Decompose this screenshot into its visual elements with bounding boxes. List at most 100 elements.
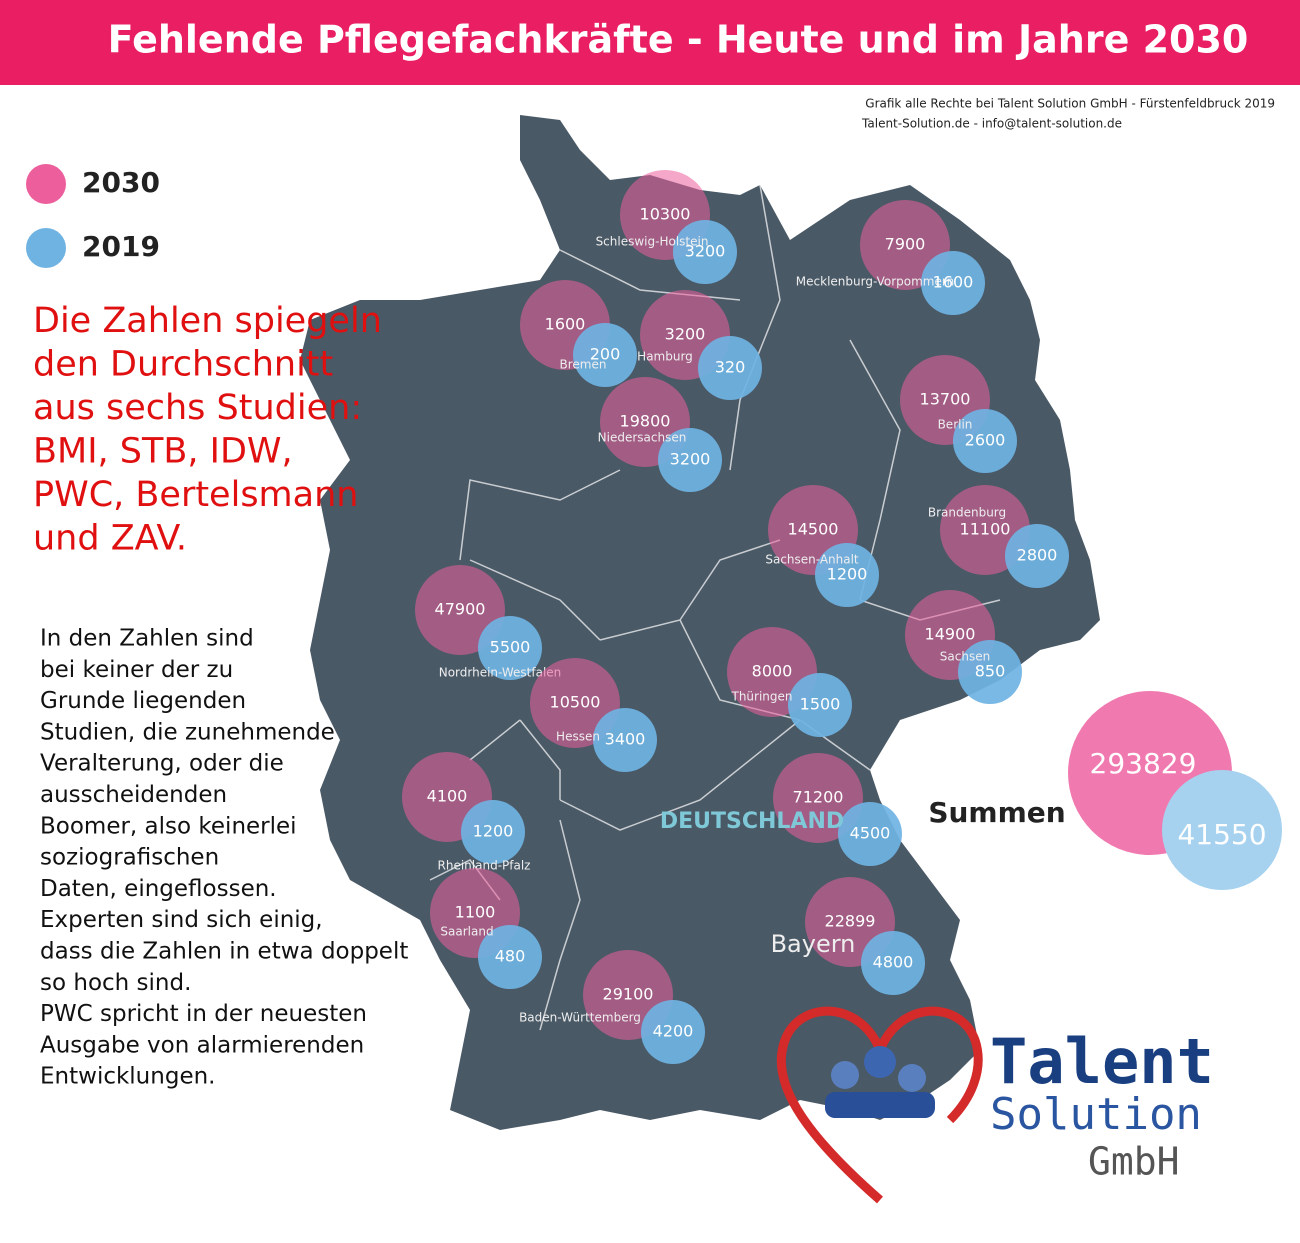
value-2030: 10500 [550, 693, 601, 712]
value-2030: 1600 [545, 315, 586, 334]
bubble-2019 [478, 616, 542, 680]
bubble-2019 [658, 428, 722, 492]
value-2019: 4800 [873, 953, 914, 972]
region-name: Bayern [771, 930, 856, 958]
body-line: so hoch sind. [40, 970, 191, 996]
value-2019: 3200 [670, 450, 711, 469]
note-line: Die Zahlen spiegeln [33, 301, 382, 341]
region-name: Thüringen [730, 690, 792, 704]
value-2019: 1600 [933, 273, 974, 292]
value-2019: 3200 [685, 242, 726, 261]
region-name: Hessen [556, 730, 600, 744]
logo-person [831, 1061, 859, 1089]
sum-title: Summen [928, 796, 1065, 829]
value-2019: 320 [715, 358, 746, 377]
value-2019: 5500 [490, 638, 531, 657]
logo-text: Solution [990, 1089, 1202, 1140]
bubble-2019 [478, 925, 542, 989]
bubble-2019 [673, 220, 737, 284]
body-line: Entwicklungen. [40, 1064, 215, 1090]
legend-label: 2030 [82, 166, 160, 199]
region-name: DEUTSCHLAND [660, 809, 844, 834]
region-name: Baden-Württemberg [519, 1011, 641, 1025]
value-2019: 4500 [850, 824, 891, 843]
logo-bodies [825, 1092, 935, 1118]
value-2030: 71200 [793, 788, 844, 807]
bubble-2019 [788, 673, 852, 737]
value-2030: 22899 [825, 912, 876, 931]
value-2019: 3400 [605, 730, 646, 749]
body-line: dass die Zahlen in etwa doppelt [40, 939, 408, 965]
note-line: aus sechs Studien: [33, 388, 362, 428]
body-line: Ausgabe von alarmierenden [40, 1032, 364, 1058]
value-2019: 4200 [653, 1022, 694, 1041]
bubble-2019 [573, 323, 637, 387]
credit: Grafik alle Rechte bei Talent Solution G… [865, 97, 1275, 111]
region-name: Niedersachsen [598, 431, 687, 445]
value-2019: 200 [590, 345, 621, 364]
value-2019: 850 [975, 662, 1006, 681]
value-2030: 1100 [455, 903, 496, 922]
body-line: In den Zahlen sind [40, 626, 254, 652]
body-line: Boomer, also keinerlei [40, 813, 297, 839]
legend-swatch [26, 164, 66, 204]
body-line: bei keiner der zu [40, 657, 233, 683]
bubble-2019 [461, 800, 525, 864]
logo-heart [776, 1006, 983, 1204]
region-name: Bremen [560, 358, 607, 372]
bubble-2019 [815, 543, 879, 607]
body-line: Daten, eingeflossen. [40, 876, 277, 902]
note-line: BMI, STB, IDW, [33, 432, 293, 472]
note-line: PWC, Bertelsmann [33, 475, 358, 515]
bubble-2019 [921, 251, 985, 315]
bubble-2019 [593, 708, 657, 772]
value-2030: 29100 [603, 985, 654, 1004]
region-name: Sachsen [940, 650, 990, 664]
body-line: ausscheidenden [40, 782, 227, 808]
body-line: Studien, die zunehmende [40, 719, 335, 745]
value-2019: 480 [495, 947, 526, 966]
value-2030: 14900 [925, 625, 976, 644]
body-line: PWC spricht in der neuesten [40, 1001, 367, 1027]
value-2030: 47900 [435, 600, 486, 619]
note-line: und ZAV. [33, 519, 187, 559]
region-name: Sachsen-Anhalt [765, 553, 859, 567]
value-2030: 7900 [885, 235, 926, 254]
sum-2030-label: 293829 [1090, 747, 1197, 780]
region-name: Saarland [440, 925, 493, 939]
bubble-2030 [773, 753, 863, 843]
value-2030: 19800 [620, 412, 671, 431]
value-2030: 11100 [960, 520, 1011, 539]
value-2019: 1200 [473, 822, 514, 841]
bubble-2019 [641, 1000, 705, 1064]
legend-label: 2019 [82, 230, 160, 263]
bubble-2019 [838, 802, 902, 866]
logo-text: GmbH [1088, 1140, 1180, 1184]
logo-text: Talent [990, 1025, 1214, 1098]
body-line: Grunde liegenden [40, 688, 246, 714]
bubble-2019 [958, 640, 1022, 704]
bubble-2019 [953, 409, 1017, 473]
logo-person [864, 1046, 896, 1078]
region-name: Hamburg [637, 350, 693, 364]
value-2030: 13700 [920, 390, 971, 409]
bubble-2019 [1005, 524, 1069, 588]
logo-person [898, 1064, 926, 1092]
body-line: soziografischen [40, 845, 219, 871]
region-name: Berlin [938, 418, 973, 432]
value-2030: 10300 [640, 205, 691, 224]
body-line: Veralterung, oder die [40, 751, 284, 777]
value-2030: 3200 [665, 325, 706, 344]
value-2019: 2800 [1017, 546, 1058, 565]
bubble-2019 [698, 336, 762, 400]
sum-2019-label: 41550 [1177, 818, 1266, 851]
value-2030: 14500 [788, 520, 839, 539]
region-name: Mecklenburg-Vorpommern [796, 275, 954, 289]
legend-swatch [26, 228, 66, 268]
bubble-2019 [861, 931, 925, 995]
sum-2019 [1162, 770, 1282, 890]
title: Fehlende Pflegefachkräfte - Heute und im… [108, 18, 1249, 62]
value-2019: 2600 [965, 431, 1006, 450]
credit: Talent-Solution.de - info@talent-solutio… [861, 117, 1122, 131]
